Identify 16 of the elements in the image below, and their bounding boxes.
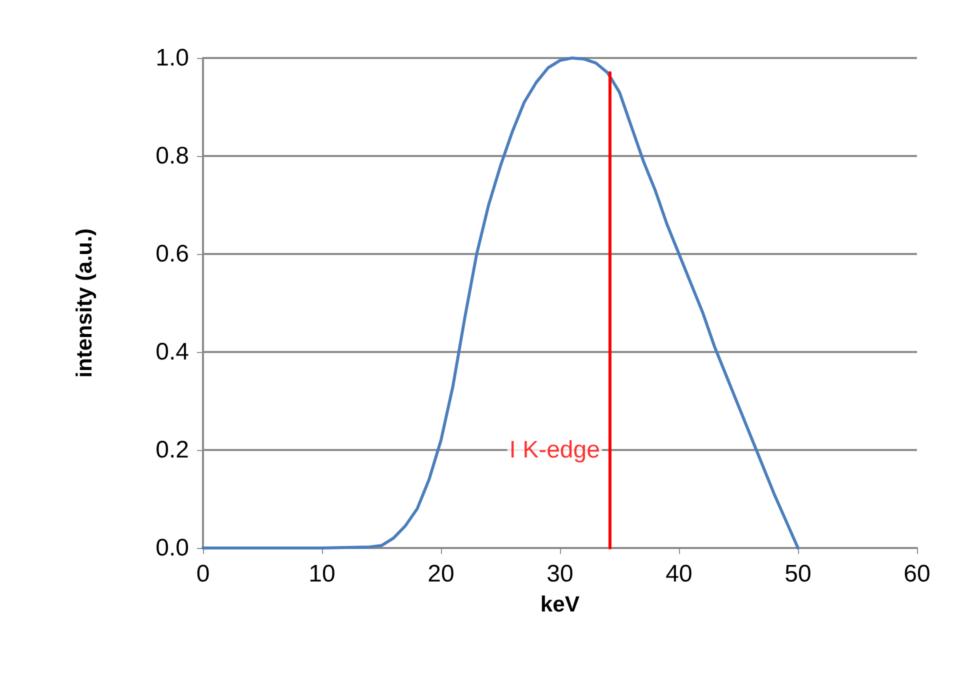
x-tick-label: 0 xyxy=(196,560,210,588)
y-tick-label: 1.0 xyxy=(156,44,189,72)
annotation: I K-edge xyxy=(509,436,600,464)
y-tick-label: 0.6 xyxy=(156,240,189,268)
y-tick-label: 0.0 xyxy=(156,534,189,562)
x-tick-label: 10 xyxy=(308,560,336,588)
x-tick-label: 30 xyxy=(546,560,574,588)
x-axis-title: keV xyxy=(540,592,580,616)
x-tick-label: 20 xyxy=(428,560,454,588)
y-tick-label: 0.2 xyxy=(156,436,189,464)
x-tick-label: 40 xyxy=(666,560,692,588)
y-tick-label: 0.8 xyxy=(156,142,189,170)
y-tick-label: 0.4 xyxy=(156,338,189,366)
y-axis-title: intensity (a.u.) xyxy=(72,228,96,378)
x-tick-label: 60 xyxy=(904,560,930,588)
x-tick-label: 50 xyxy=(784,560,812,588)
